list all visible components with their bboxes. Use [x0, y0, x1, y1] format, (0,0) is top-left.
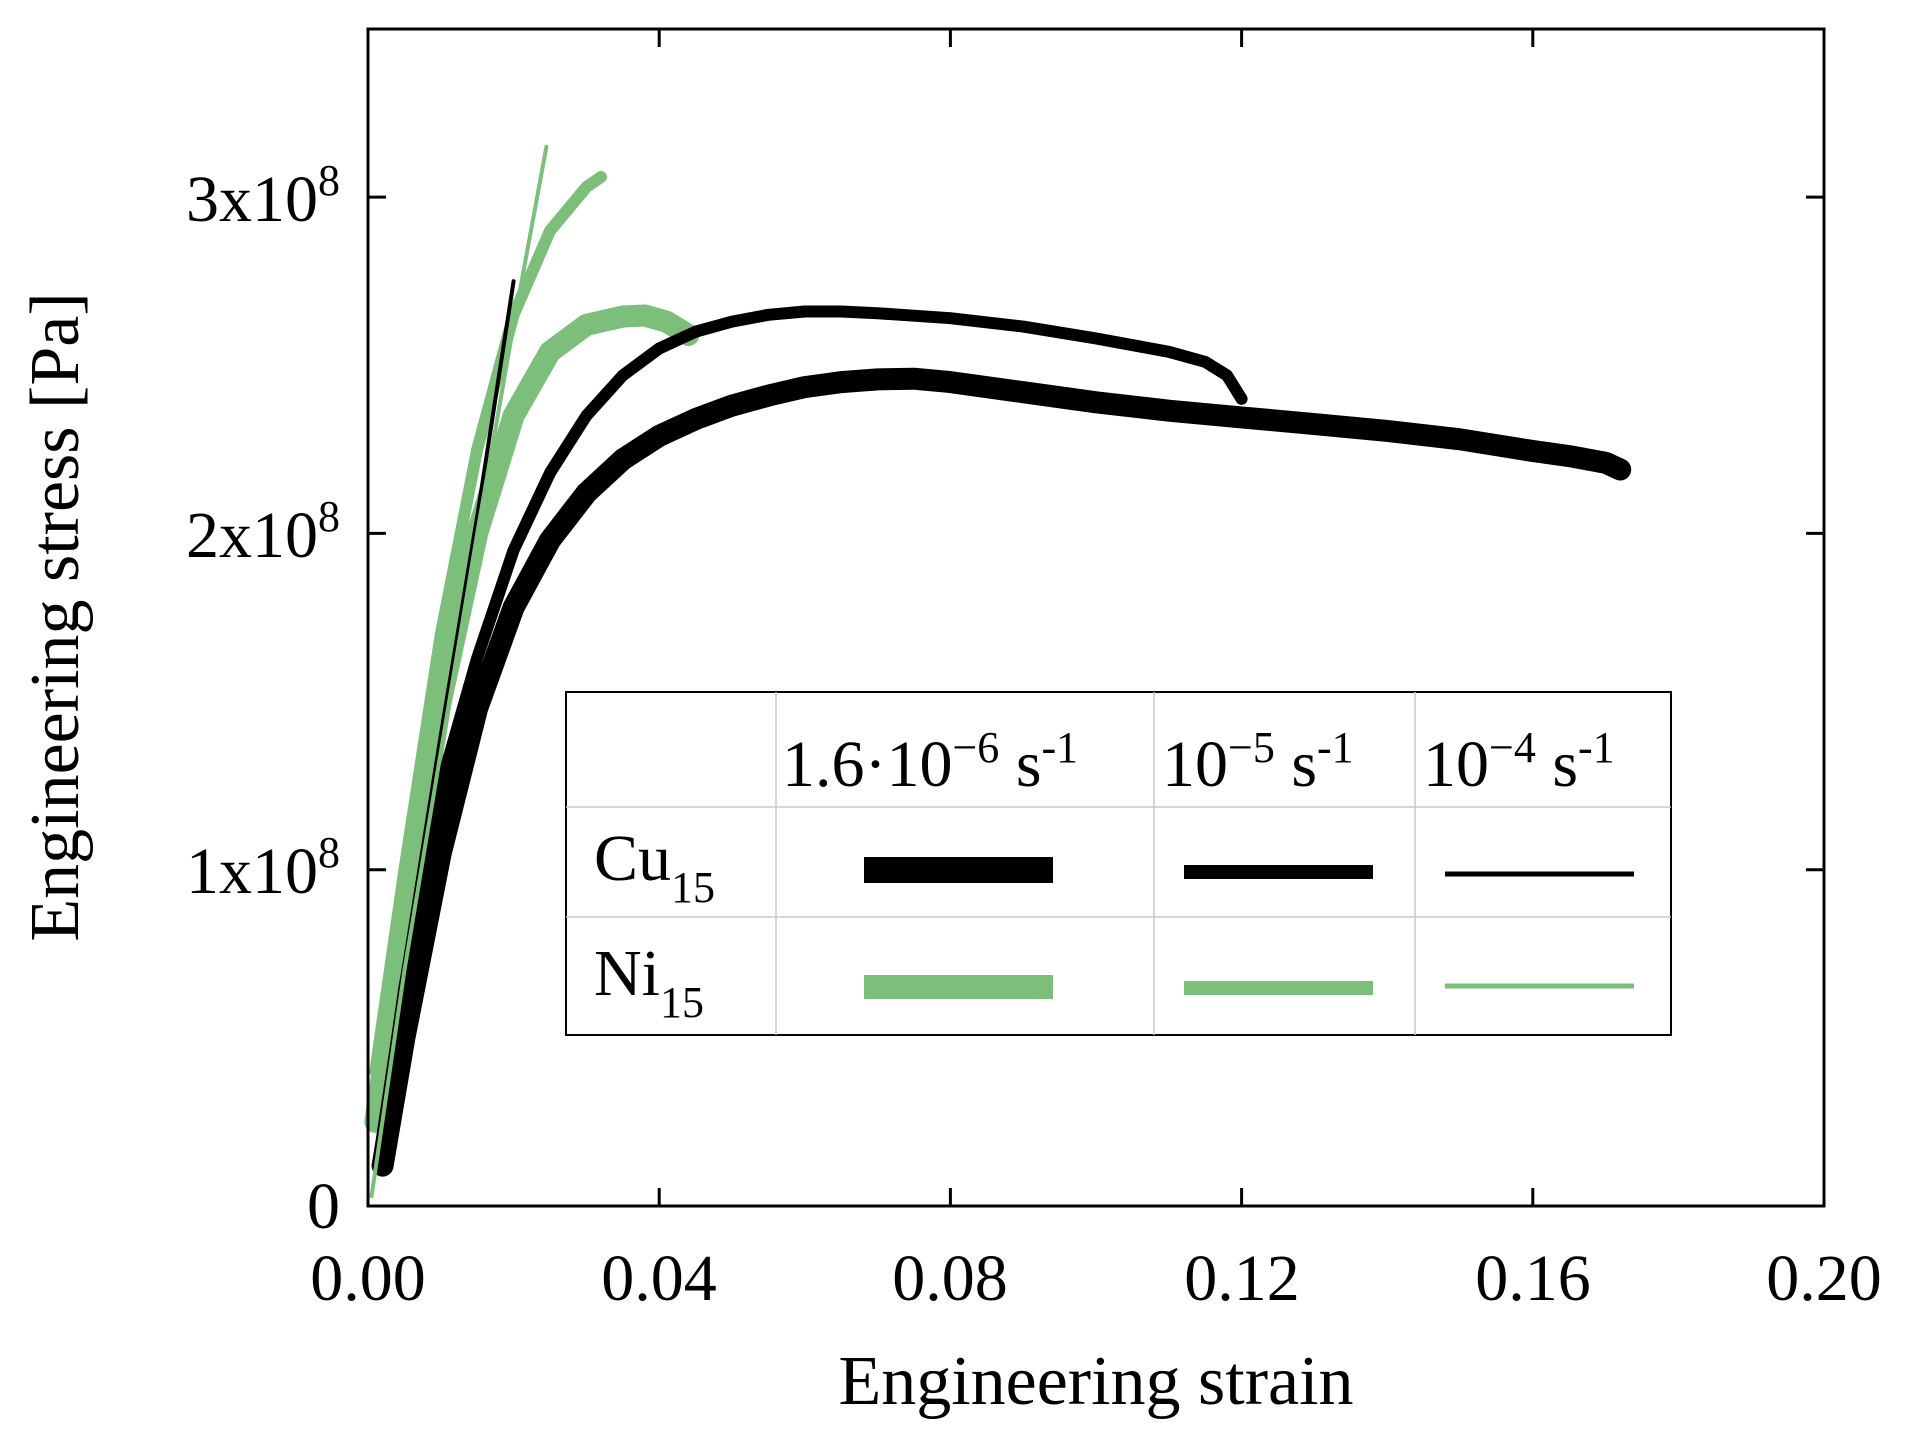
y-tick-label: 1x108 — [186, 828, 340, 908]
series-line-ni15-thin — [369, 144, 549, 1198]
legend-col-header-3: 10−4 s-1 — [1423, 723, 1615, 801]
y-tick-label: 3x108 — [186, 156, 340, 236]
x-tick-label: 0.00 — [310, 1242, 426, 1315]
series-line-cu15-medium — [376, 305, 1248, 1145]
series-line-ni15-thick — [364, 304, 700, 1133]
y-tick-label: 0 — [307, 1170, 340, 1243]
series-line-cu15-thick — [371, 367, 1632, 1177]
x-tick-label: 0.20 — [1766, 1242, 1882, 1315]
legend-row-header-ni: Ni15 — [594, 937, 704, 1027]
y-tick-labels: 0 1x108 2x108 3x108 — [186, 156, 340, 1243]
series-layer — [364, 144, 1632, 1198]
legend-box — [565, 691, 1672, 1036]
y-axis-title: Engineering stress [Pa] — [17, 292, 94, 941]
plot-frame — [366, 27, 1826, 1208]
x-tick-label: 0.12 — [1184, 1242, 1300, 1315]
x-tick-label: 0.16 — [1475, 1242, 1591, 1315]
y-tick-label: 2x108 — [186, 492, 340, 572]
legend-row-header-cu: Cu15 — [594, 822, 715, 912]
x-axis-title: Engineering strain — [838, 1343, 1353, 1420]
legend-col-header-2: 10−5 s-1 — [1162, 723, 1354, 801]
x-tick-labels: 0.00 0.04 0.08 0.12 0.16 0.20 — [310, 1242, 1882, 1315]
legend-col-header-1: 1.6·10−6 s-1 — [782, 723, 1078, 801]
series-line-ni15-medium — [369, 171, 607, 1078]
x-tick-label: 0.08 — [892, 1242, 1008, 1315]
tick-layer — [366, 29, 1826, 1208]
legend-table: 1.6·10−6 s-1 10−5 s-1 10−4 s-1 Cu15 Ni15 — [565, 691, 1672, 1036]
x-tick-label: 0.04 — [601, 1242, 717, 1315]
